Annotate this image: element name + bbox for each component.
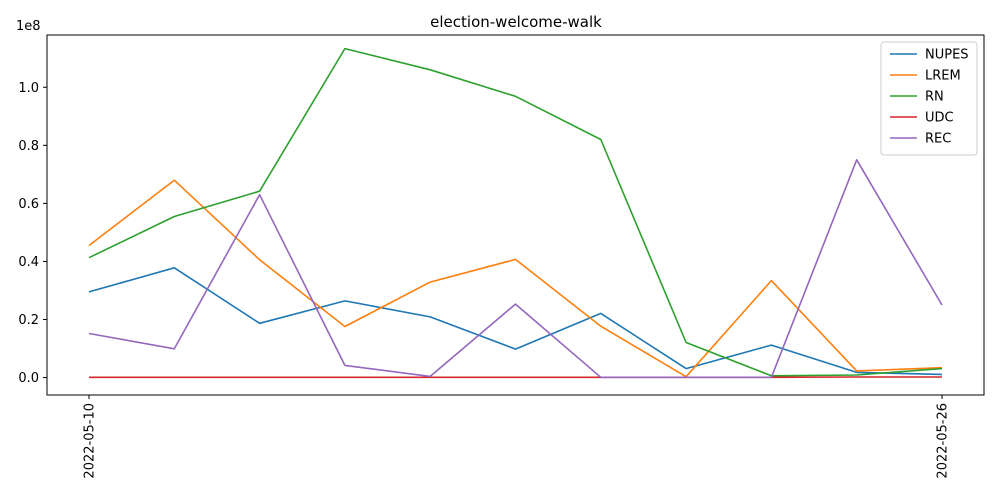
legend-label: LREM [925,69,961,84]
y-tick-label: 0.0 [18,371,39,386]
plot-area-frame [46,34,985,396]
series-line-rec [88,159,943,379]
legend-label: UDC [925,111,954,126]
legend: NUPES LREM RN UDC REC [880,41,978,156]
y-tick-label: 0.6 [18,197,39,212]
legend-label: NUPES [925,48,969,63]
y-tick-label: 0.2 [18,313,39,328]
legend-label: RN [925,90,944,105]
legend-box [880,41,978,156]
y-tick-label: 1.0 [18,81,39,96]
x-tick-label: 2022-05-26 [936,403,951,479]
series-line-lrem [88,179,943,378]
series-line-rn [88,47,943,377]
y-tick-label: 0.4 [18,255,39,270]
y-scale-label: 1e8 [16,19,41,34]
legend-label: REC [925,132,951,147]
y-tick-label: 0.8 [18,139,39,154]
x-tick-label: 2022-05-10 [83,403,98,479]
series-line-nupes [88,266,943,376]
y-axis: 0.0 0.2 0.4 0.6 0.8 1.0 [18,81,47,386]
x-axis: 2022-05-10 2022-05-26 [83,395,951,479]
series-layer [88,47,943,379]
chart-title: election-welcome-walk [430,13,602,31]
